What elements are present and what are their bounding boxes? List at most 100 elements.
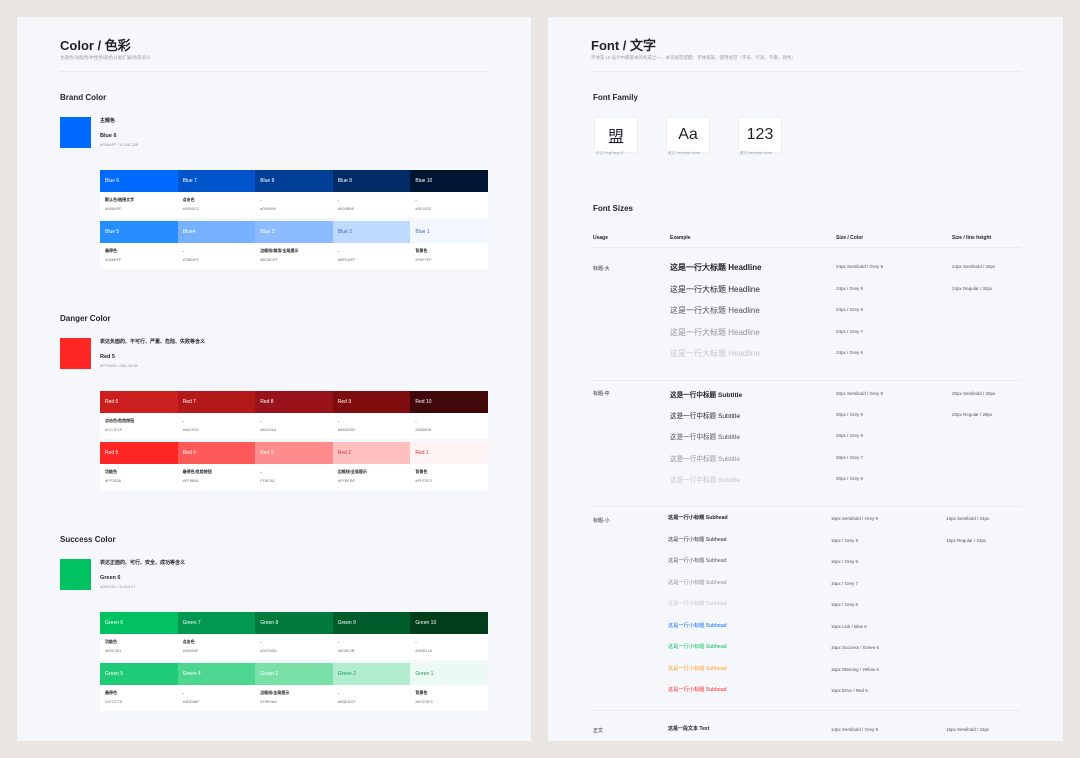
palette-cell: Blue 9 - #002B66: [332, 170, 411, 218]
size-line-height-value: 16px Semibold / 22px: [946, 727, 990, 732]
size-line-height-value: 16px Regular / 24px: [946, 538, 987, 543]
palette-usage: -: [182, 690, 184, 695]
palette-cell: Red 4 悬停色/危险按钮 #FF5858: [177, 442, 256, 490]
font-subtitle: 字体是 UI 设计中最基本的构成之一，本次规范提醒：字体家族、使用规范（字号、行…: [591, 55, 796, 60]
palette-hex: #CC1F1F: [105, 427, 123, 432]
swatch-code: #00C261 / 0-194-97: [100, 584, 136, 589]
swatch-name: Red 5: [100, 354, 115, 360]
palette-hex: #003D1A: [415, 648, 433, 653]
palette-hex: #006AFF: [105, 206, 122, 211]
swatch-code: #006AFF / 0-106-255: [100, 142, 139, 147]
font-example: 这是一行小标题 Subhead: [668, 580, 727, 586]
palette-usage: -: [415, 197, 417, 202]
font-example: 这是一行大标题 Headline: [670, 285, 760, 294]
palette-color-label: Blue 7: [177, 170, 256, 192]
palette-hex: #1FCC75: [105, 699, 123, 704]
font-family-english: Aa: [666, 117, 710, 153]
palette-usage: -: [415, 418, 417, 423]
divider: [591, 71, 1021, 72]
palette-color-label: Blue4: [177, 221, 256, 243]
palette-cell: Green 5 悬停色 #1FCC75: [100, 663, 178, 711]
size-color-value: 16px Link / Blue 6: [831, 624, 867, 629]
palette-hex: #FF2626: [105, 478, 122, 483]
palette-color-label: Red 10: [410, 391, 488, 413]
palette-cell: Blue 6 默认色/链接文字 #006AFF: [100, 170, 178, 218]
palette-usage: 悬停色: [105, 690, 117, 695]
palette-hex: #268EFF: [105, 257, 122, 262]
palette-usage: 背景色: [415, 248, 428, 253]
palette-color-label: Blue 1: [410, 221, 488, 243]
palette-usage: -: [182, 418, 184, 423]
palette-color-label: Red 8: [255, 391, 333, 413]
font-example: 这是一行中标题 Subtitle: [670, 477, 740, 484]
palette-usage: 悬停色: [105, 248, 117, 253]
palette-cell: Green 4 - #4DD68F: [177, 663, 256, 711]
font-family-chinese: 盟: [594, 117, 638, 153]
palette-row: Blue 5 悬停色 #268EFF Blue4 - #75B1FF Blue 3 边框线/禁…: [100, 221, 488, 269]
palette-hex: #FFF2F2: [415, 478, 432, 483]
palette-hex: #330808: [415, 427, 431, 432]
palette-color-label: Red 5: [100, 442, 178, 464]
font-family-caption: 数字 Helvetica Neue: [740, 151, 772, 155]
palette-color-label: Green 3: [255, 663, 333, 685]
palette-color-label: Red 7: [177, 391, 256, 413]
section-heading: Danger Color: [60, 314, 111, 323]
size-line-height-value: 20px Semibold / 28px: [952, 391, 996, 396]
usage-label: 标题-大: [593, 266, 610, 272]
palette-cell: Green 6 功能色 #00C261: [100, 612, 178, 660]
palette-usage: 点击色/危险按钮: [105, 418, 135, 423]
palette-hex: FF8C8C: [260, 478, 276, 483]
palette-cell: Blue 3 边框线/禁用/全局提示 #8CBCFF: [255, 221, 333, 269]
palette-cell: Green 2 - #B3EDCF: [332, 663, 411, 711]
palette-cell: Red 6 点击色/危险按钮 #CC1F1F: [100, 391, 178, 439]
palette-hex: #8CBCFF: [260, 257, 278, 262]
brand-swatch: [60, 117, 91, 148]
palette-color-label: Green 9: [332, 612, 411, 634]
size-color-value: 20px / Grey 6: [836, 476, 864, 481]
swatch-description: 表达正面的、可行、安全、成功等含义: [100, 560, 186, 566]
palette-usage: -: [260, 197, 262, 202]
palette-usage: 边框线/全局提示: [260, 690, 290, 695]
size-color-value: 16px Warning / Yellow 6: [831, 667, 879, 672]
palette-cell: Green 3 边框线/全局提示 #79E0A8: [255, 663, 333, 711]
size-color-value: 16px / Grey 9: [831, 538, 859, 543]
palette-row: Red 5 功能色 #FF2626 Red 4 悬停色/危险按钮 #FF5858 Red 3…: [100, 442, 488, 490]
swatch-name: Blue 6: [100, 133, 117, 139]
palette-usage: -: [337, 639, 340, 644]
font-example: 这是一段文本 Text: [668, 726, 710, 732]
size-color-value: 16px / Grey 6: [831, 602, 859, 607]
swatch-code: #FF2626 / 255-38-38: [100, 363, 138, 368]
size-line-height-value: 16px Semibold / 24px: [946, 516, 990, 521]
palette-cell: Red 9 - #5A0D0D: [332, 391, 411, 439]
font-example: 这是一行小标题 Subhead: [668, 515, 728, 521]
size-color-value: 20px Semibold / Grey 9: [836, 391, 884, 396]
palette-color-label: Blue 10: [410, 170, 488, 192]
palette-usage: 功能色: [105, 639, 117, 644]
palette-cell: Red 5 功能色 #FF2626: [100, 442, 178, 490]
palette-cell: Green 9 - #005C2B: [332, 612, 411, 660]
size-color-value: 24px / Grey 7: [836, 329, 864, 334]
palette-hex: #005C2B: [337, 648, 355, 653]
column-size-line-height: Size / line height: [952, 235, 992, 241]
font-example: 这是一行中标题 Subtitle: [670, 413, 740, 420]
palette-hex: #80131A: [260, 427, 277, 432]
font-example: 这是一行大标题 Headline: [670, 306, 760, 315]
palette-cell: Red 1 背景色 #FFF2F2: [410, 442, 488, 490]
font-family-number: 123: [738, 117, 782, 153]
size-line-height-value: 24px Semibold / 32px: [952, 264, 996, 269]
divider: [591, 380, 1021, 381]
palette-cell: Red 8 - #80131A: [255, 391, 333, 439]
size-color-value: 20px / Grey 8: [836, 433, 864, 438]
palette-cell: Blue 5 悬停色 #268EFF: [100, 221, 178, 269]
color-title: Color / 色彩: [60, 38, 131, 53]
palette-usage: -: [260, 418, 262, 423]
palette-color-label: Blue 8: [255, 170, 333, 192]
palette-usage: 悬停色/危险按钮: [182, 469, 212, 474]
palette-row: Blue 6 默认色/链接文字 #006AFF Blue 7 点击色 #0055CC Blu…: [100, 170, 488, 218]
palette-hex: #A61919: [182, 427, 199, 432]
column-example: Example: [670, 235, 691, 241]
palette-cell: Green 7 点击色 #00994F: [177, 612, 256, 660]
size-color-value: 24px / Grey 6: [836, 350, 864, 355]
palette-hex: #00994F: [182, 648, 199, 653]
section-heading: Success Color: [60, 535, 116, 544]
